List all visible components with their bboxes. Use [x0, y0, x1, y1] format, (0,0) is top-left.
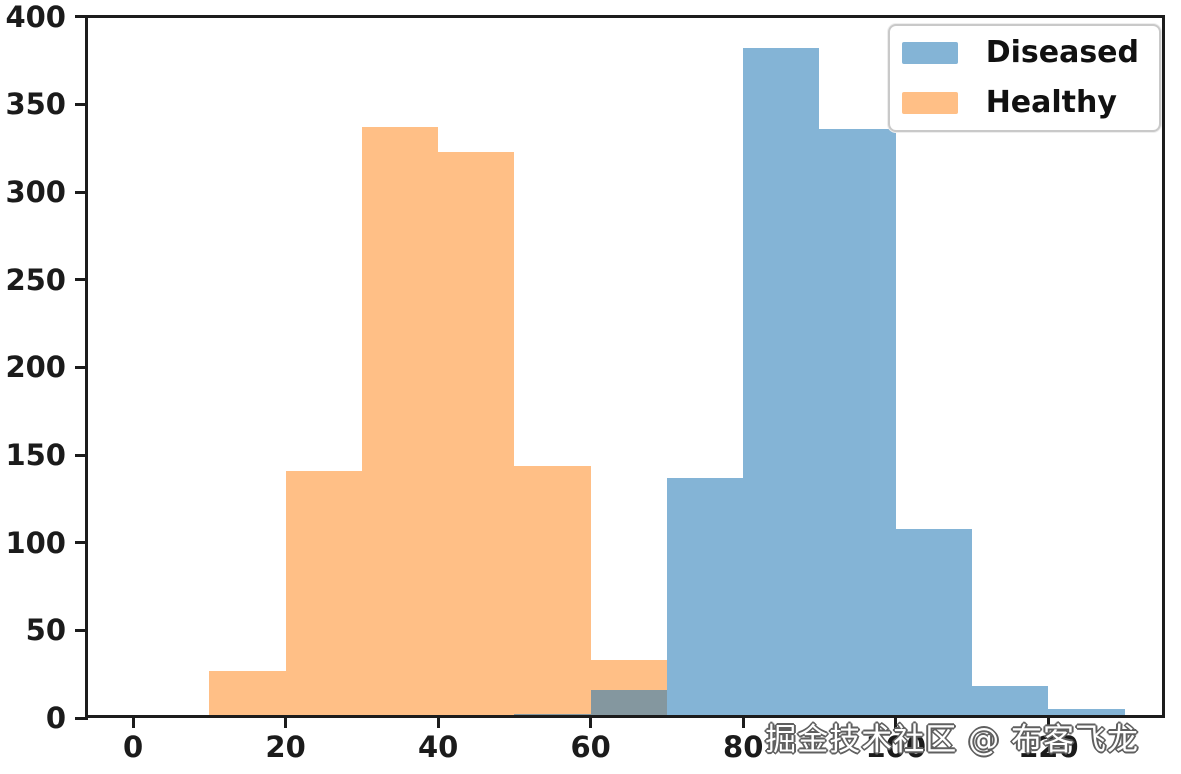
diseased-bar-90-100: [819, 129, 896, 718]
y-tick-350: [75, 102, 88, 106]
y-tick-label-200: 200: [5, 350, 66, 385]
diseased-bar-70-80: [667, 478, 743, 718]
y-tick-100: [75, 541, 88, 545]
diseased-bar-80-90: [743, 48, 819, 718]
y-tick-label-0: 0: [45, 701, 66, 735]
x-tick-80: [741, 715, 745, 728]
x-tick-label-80: 80: [723, 730, 764, 764]
y-tick-200: [75, 365, 88, 369]
y-tick-150: [75, 453, 88, 457]
y-tick-label-400: 400: [5, 0, 66, 34]
diseased-swatch-icon: [901, 42, 958, 64]
y-tick-0: [75, 716, 88, 720]
diseased-bar-100-110: [896, 529, 972, 718]
x-tick-label-40: 40: [417, 730, 459, 764]
x-tick-label-120: 120: [1018, 730, 1079, 764]
legend-label-healthy: Healthy: [985, 85, 1117, 120]
x-tick-label-20: 20: [265, 730, 306, 764]
y-tick-250: [75, 278, 88, 282]
x-tick-0: [131, 715, 135, 728]
x-tick-40: [436, 715, 440, 728]
diseased-bar-120-130: [1048, 709, 1125, 718]
healthy-swatch-icon: [901, 92, 958, 114]
x-tick-120: [1046, 715, 1050, 728]
healthy-bar-20-30: [286, 471, 362, 718]
y-tick-label-300: 300: [5, 175, 66, 210]
x-tick-60: [589, 715, 593, 728]
legend-item-diseased: Diseased: [901, 35, 1139, 70]
healthy-bar-30-40: [362, 127, 438, 718]
healthy-bar-10-20: [209, 671, 286, 718]
legend: Diseased Healthy: [887, 24, 1161, 132]
x-tick-label-60: 60: [570, 730, 611, 764]
healthy-bar-40-50: [438, 152, 514, 718]
y-tick-label-150: 150: [5, 438, 66, 473]
diseased-bar-110-120: [972, 686, 1048, 718]
legend-item-healthy: Healthy: [901, 85, 1139, 120]
legend-label-diseased: Diseased: [985, 35, 1139, 70]
y-tick-label-250: 250: [5, 262, 66, 297]
y-tick-label-350: 350: [5, 87, 66, 122]
x-tick-label-0: 0: [122, 730, 144, 764]
diseased-bar-50-60: [514, 714, 591, 718]
y-tick-label-50: 50: [25, 613, 66, 648]
x-tick-100: [894, 715, 898, 728]
watermark: 掘金技术社区 @ 布客飞龙: [765, 722, 1139, 758]
y-tick-50: [75, 628, 88, 632]
y-tick-400: [75, 15, 88, 19]
y-tick-300: [75, 190, 88, 194]
y-tick-label-100: 100: [5, 525, 66, 560]
diseased-bar-60-70: [591, 690, 667, 718]
healthy-bar-50-60: [514, 466, 591, 718]
x-tick-20: [284, 715, 288, 728]
x-tick-label-100: 100: [865, 730, 927, 764]
